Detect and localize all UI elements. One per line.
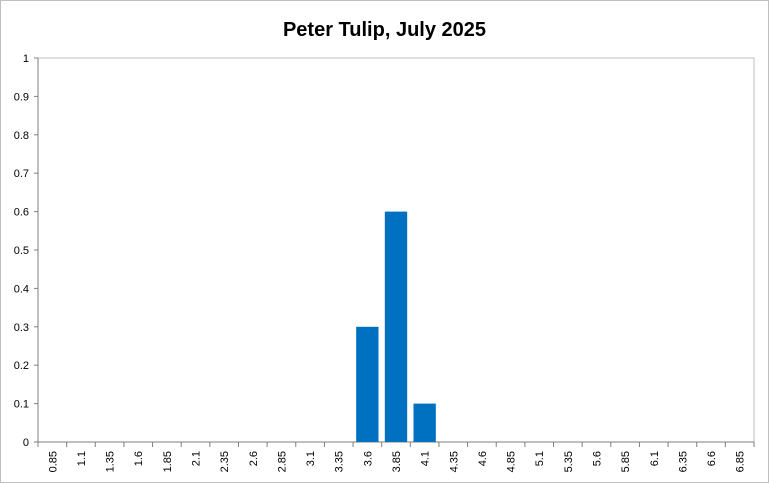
- x-tick-label: 6.35: [677, 451, 689, 472]
- x-tick-label: 0.85: [47, 451, 59, 472]
- x-tick-label: 2.35: [219, 451, 231, 472]
- x-tick-label: 1.85: [162, 451, 174, 472]
- y-tick-label: 0.6: [14, 207, 29, 219]
- x-tick-label: 4.35: [448, 451, 460, 472]
- y-tick-label: 1: [23, 53, 29, 65]
- x-tick-label: 3.6: [362, 451, 374, 466]
- x-tick-label: 4.1: [420, 451, 432, 466]
- bar: [356, 326, 379, 442]
- x-tick-label: 4.6: [477, 451, 489, 466]
- x-tick-label: 3.85: [391, 451, 403, 472]
- x-tick-label: 3.35: [334, 451, 346, 472]
- y-axis: 0 0.1 0.2 0.3 0.4 0.5 0.6 0.7 0.8 0.9 1: [14, 53, 39, 449]
- x-tick-label: 5.35: [563, 451, 575, 472]
- bar-series: [356, 211, 436, 442]
- chart-title: Peter Tulip, July 2025: [282, 19, 487, 41]
- y-tick-label: 0.8: [14, 130, 29, 142]
- y-tick-label: 0.5: [14, 245, 29, 257]
- y-tick-label: 0.4: [14, 283, 29, 295]
- y-tick-label: 0.3: [14, 322, 29, 334]
- x-tick-label: 6.6: [706, 451, 718, 466]
- x-axis: 0.85 1.1 1.35 1.6 1.85 2.1 2.35 2.6 2.85 3.1 3.35 3…: [37, 441, 755, 472]
- y-tick-label: 0.2: [14, 360, 29, 372]
- y-tick-label: 0: [23, 437, 29, 449]
- x-tick-label: 1.1: [76, 451, 88, 466]
- y-tick-label: 0.7: [14, 168, 29, 180]
- x-tick-label: 6.1: [649, 451, 661, 466]
- x-tick-label: 5.6: [591, 451, 603, 466]
- x-tick-label: 1.35: [105, 451, 117, 472]
- bar: [413, 403, 436, 442]
- x-tick-label: 3.1: [305, 451, 317, 466]
- x-tick-label: 2.6: [248, 451, 260, 466]
- x-tick-label: 1.6: [133, 451, 145, 466]
- x-tick-label: 5.85: [620, 451, 632, 472]
- y-tick-label: 0.9: [14, 91, 29, 103]
- x-tick-label: 2.1: [191, 451, 203, 466]
- x-tick-label: 4.85: [506, 451, 518, 472]
- y-tick-label: 0.1: [14, 399, 29, 411]
- bar: [384, 211, 408, 442]
- x-tick-label: 2.85: [276, 451, 288, 472]
- x-tick-label: 6.85: [735, 451, 747, 472]
- x-tick-label: 5.1: [534, 451, 546, 466]
